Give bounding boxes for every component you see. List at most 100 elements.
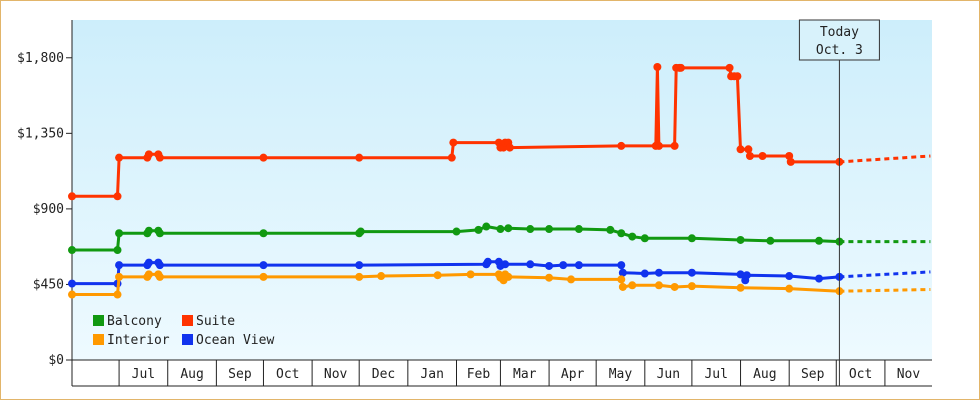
data-point-ocean-view xyxy=(574,261,583,270)
data-point-suite xyxy=(355,153,364,162)
data-point-suite xyxy=(733,72,742,81)
legend-label-interior: Interior xyxy=(107,333,170,348)
data-point-interior xyxy=(259,272,268,281)
data-point-ocean-view xyxy=(115,261,124,270)
data-point-ocean-view xyxy=(526,260,535,269)
data-point-balcony xyxy=(526,225,535,234)
data-point-suite xyxy=(113,192,122,201)
x-tick-label: Jul xyxy=(132,367,155,382)
data-point-balcony xyxy=(356,227,365,236)
legend-label-ocean-view: Ocean View xyxy=(196,333,274,348)
data-point-balcony xyxy=(155,229,164,238)
data-point-suite xyxy=(505,143,514,152)
data-point-interior xyxy=(687,282,696,291)
data-point-ocean-view xyxy=(259,261,268,270)
legend-swatch-suite xyxy=(182,315,193,326)
data-point-suite xyxy=(259,153,268,162)
data-point-interior xyxy=(567,275,576,284)
projection-line-suite xyxy=(839,154,931,164)
today-callout-box xyxy=(798,19,880,61)
x-tick-label: Nov xyxy=(324,367,348,382)
data-point-interior xyxy=(377,272,386,281)
data-point-ocean-view xyxy=(355,261,364,270)
data-point-interior xyxy=(504,272,513,281)
data-point-ocean-view xyxy=(545,261,554,270)
x-tick-label: Sep xyxy=(801,367,825,382)
data-point-balcony xyxy=(496,225,505,234)
y-tick-label: $900 xyxy=(33,202,64,217)
data-point-interior xyxy=(155,272,164,281)
data-point-balcony xyxy=(259,229,268,238)
data-point-balcony xyxy=(628,232,637,241)
data-point-balcony xyxy=(574,225,583,234)
data-point-balcony xyxy=(545,225,554,234)
data-point-ocean-view xyxy=(640,269,649,278)
x-tick-label: Jan xyxy=(420,367,443,382)
data-point-suite xyxy=(744,145,753,154)
data-point-interior xyxy=(433,271,442,280)
data-point-suite xyxy=(68,192,76,201)
data-point-ocean-view xyxy=(785,272,794,281)
data-point-interior xyxy=(736,283,745,292)
today-label: Today xyxy=(820,25,859,40)
y-tick-label: $1,350 xyxy=(17,126,64,141)
series-interior xyxy=(68,270,931,299)
projection-line-interior xyxy=(839,288,931,293)
data-point-balcony xyxy=(736,235,745,244)
data-point-suite xyxy=(654,141,663,150)
y-tick-label: $1,800 xyxy=(17,51,64,66)
legend-label-balcony: Balcony xyxy=(107,314,162,329)
x-tick-label: Oct xyxy=(849,367,872,382)
data-point-balcony xyxy=(482,222,491,231)
data-point-balcony xyxy=(606,225,615,234)
data-point-interior xyxy=(355,272,364,281)
data-point-interior xyxy=(670,282,679,291)
data-point-interior xyxy=(144,270,153,279)
data-point-ocean-view xyxy=(736,270,745,279)
x-tick-label: Sep xyxy=(228,367,252,382)
data-point-interior xyxy=(545,273,554,282)
data-point-ocean-view xyxy=(617,261,626,270)
data-point-suite xyxy=(617,141,626,150)
x-tick-label: May xyxy=(609,367,633,382)
legend-swatch-ocean-view xyxy=(182,334,193,345)
data-point-interior xyxy=(115,272,124,281)
data-point-ocean-view xyxy=(483,257,492,266)
data-point-suite xyxy=(745,152,754,160)
x-tick-label: Jul xyxy=(704,367,727,382)
projection-line-ocean-view xyxy=(839,270,931,279)
data-point-balcony xyxy=(617,229,626,238)
data-point-suite xyxy=(676,63,685,72)
data-point-suite xyxy=(155,153,164,162)
data-point-suite xyxy=(449,138,458,147)
data-point-suite xyxy=(736,145,745,154)
data-point-ocean-view xyxy=(144,258,153,267)
data-point-ocean-view xyxy=(501,260,510,269)
data-point-interior xyxy=(785,284,794,293)
legend-label-suite: Suite xyxy=(196,314,235,329)
x-tick-label: Jun xyxy=(657,367,680,382)
data-point-ocean-view xyxy=(654,268,663,277)
today-date: Oct. 3 xyxy=(816,43,863,58)
x-tick-label: Aug xyxy=(753,367,776,382)
data-point-suite xyxy=(758,152,767,160)
data-point-suite xyxy=(653,63,662,72)
data-point-balcony xyxy=(115,229,124,238)
data-point-interior xyxy=(68,290,76,299)
data-point-ocean-view xyxy=(742,271,751,280)
data-point-ocean-view xyxy=(68,279,76,288)
axes: $0 $450 $900 $1,350 $1,800 Jul Aug Sep Oct Nov Dec… xyxy=(17,20,932,387)
data-point-ocean-view xyxy=(618,268,627,277)
data-point-ocean-view xyxy=(687,268,696,277)
y-tick-label: $0 xyxy=(48,353,64,368)
data-point-suite xyxy=(144,150,153,159)
series-suite xyxy=(68,63,931,201)
data-point-balcony xyxy=(452,227,461,236)
x-tick-label: Mar xyxy=(513,367,537,382)
y-tick-label: $450 xyxy=(33,277,64,292)
data-point-balcony xyxy=(815,236,824,245)
plot-background xyxy=(72,20,932,360)
data-point-interior xyxy=(618,282,627,291)
data-point-balcony xyxy=(687,234,696,243)
